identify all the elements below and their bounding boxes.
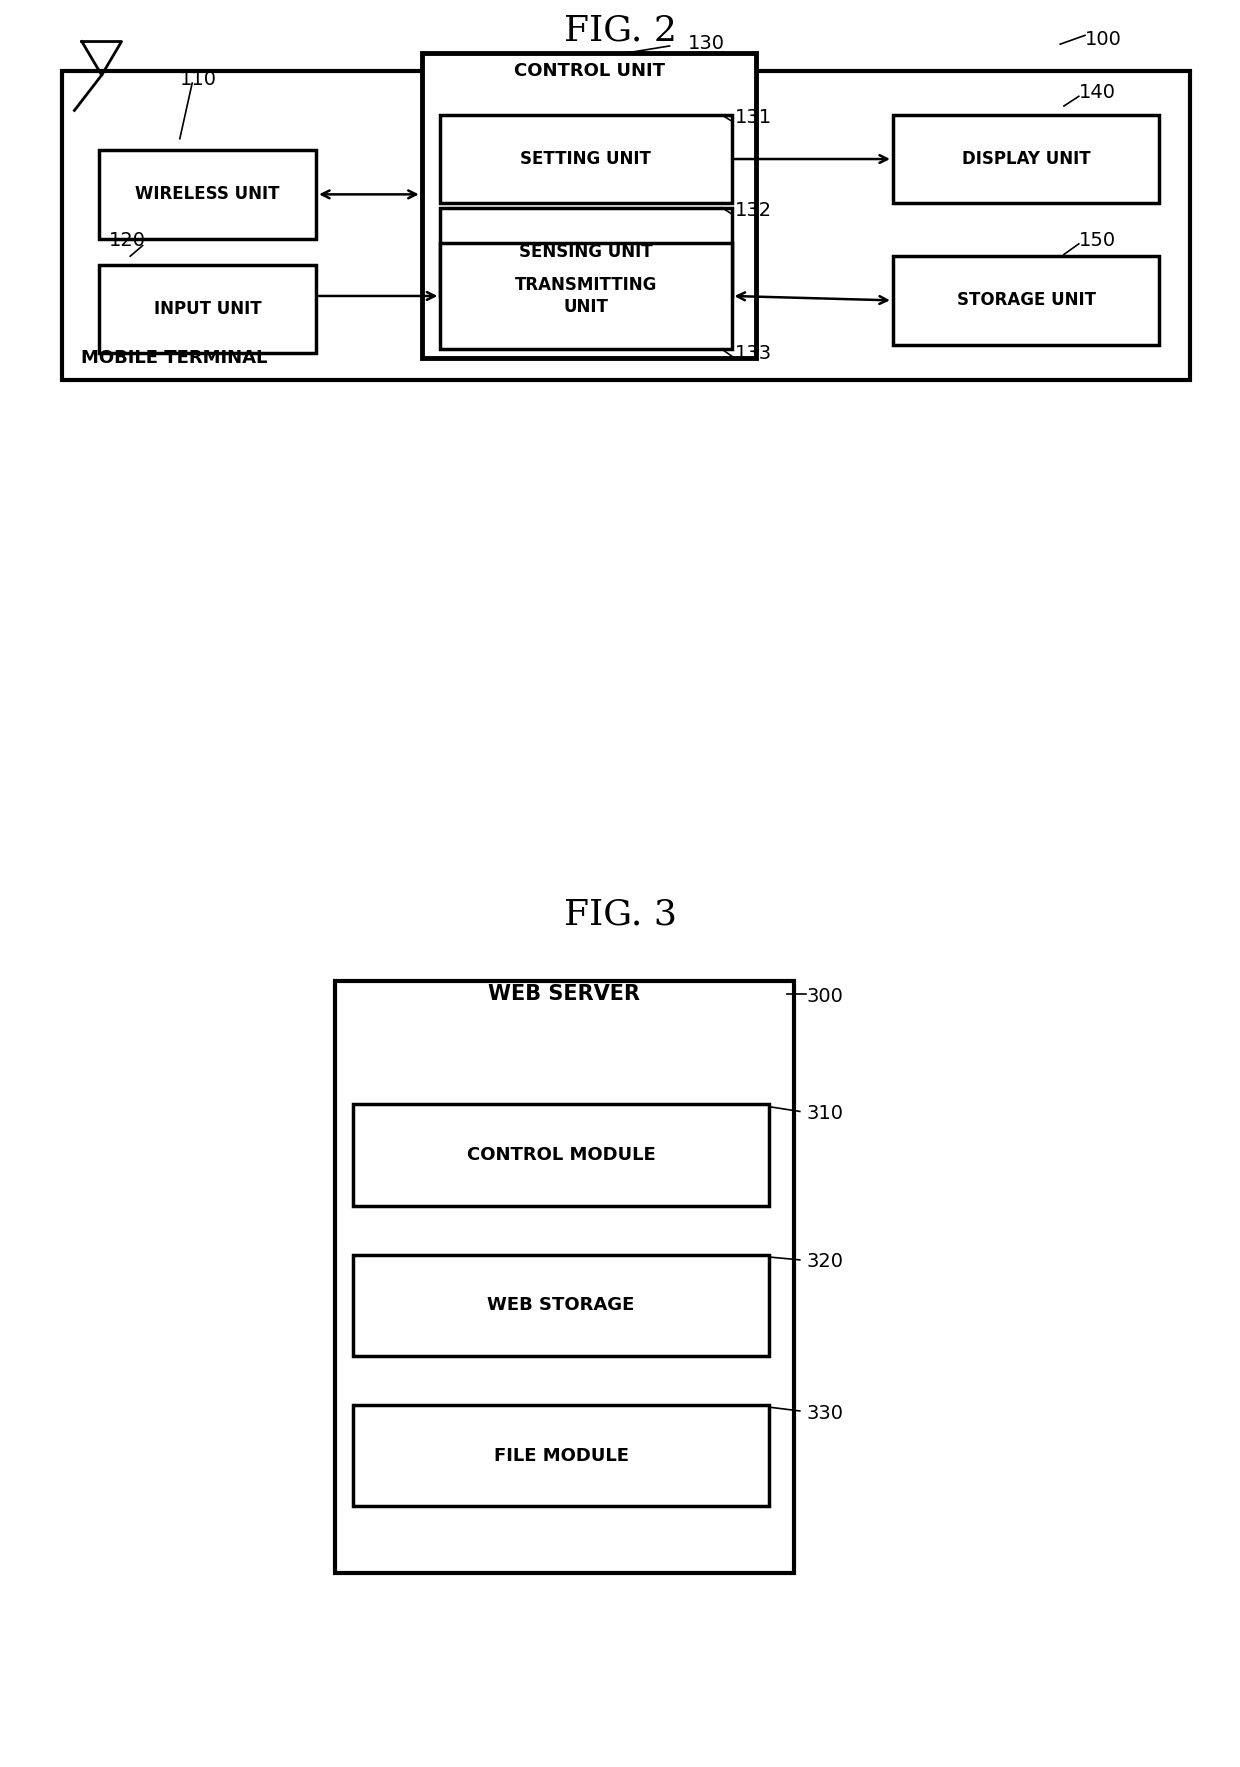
Text: CONTROL MODULE: CONTROL MODULE [466,1147,656,1164]
Bar [440,209,732,295]
Text: 100: 100 [1085,30,1122,49]
Bar [99,150,316,239]
Text: 110: 110 [180,71,217,88]
Text: CONTROL UNIT: CONTROL UNIT [513,62,665,80]
Text: 140: 140 [1079,83,1116,102]
Text: TRANSMITTING
UNIT: TRANSMITTING UNIT [515,276,657,316]
Text: MOBILE TERMINAL: MOBILE TERMINAL [81,348,267,366]
Text: 133: 133 [735,345,773,362]
Bar [353,1405,769,1505]
Bar [893,256,1159,345]
Bar [440,244,732,350]
Text: INPUT UNIT: INPUT UNIT [154,300,262,318]
Text: 300: 300 [806,988,843,1005]
Text: 120: 120 [109,231,146,249]
Text: WEB STORAGE: WEB STORAGE [487,1297,635,1315]
Text: FILE MODULE: FILE MODULE [494,1447,629,1465]
Text: DISPLAY UNIT: DISPLAY UNIT [962,150,1090,168]
Bar [99,265,316,353]
Text: SENSING UNIT: SENSING UNIT [520,242,652,262]
Text: 320: 320 [806,1253,843,1270]
Bar [353,1255,769,1357]
Text: WIRELESS UNIT: WIRELESS UNIT [135,186,280,203]
Bar [62,71,1190,380]
Bar [353,1104,769,1207]
Bar [335,981,794,1573]
Text: 130: 130 [688,34,725,53]
Text: FIG. 2: FIG. 2 [563,14,677,48]
Text: 131: 131 [735,108,773,127]
Bar [422,53,756,357]
Text: SETTING UNIT: SETTING UNIT [521,150,651,168]
Text: 330: 330 [806,1405,843,1422]
Text: WEB SERVER: WEB SERVER [489,984,640,1004]
Text: FIG. 3: FIG. 3 [563,898,677,931]
Text: 132: 132 [735,201,773,219]
Text: 310: 310 [806,1104,843,1122]
Text: 150: 150 [1079,231,1116,249]
Text: STORAGE UNIT: STORAGE UNIT [956,292,1096,309]
Bar [440,115,732,203]
Bar [893,115,1159,203]
